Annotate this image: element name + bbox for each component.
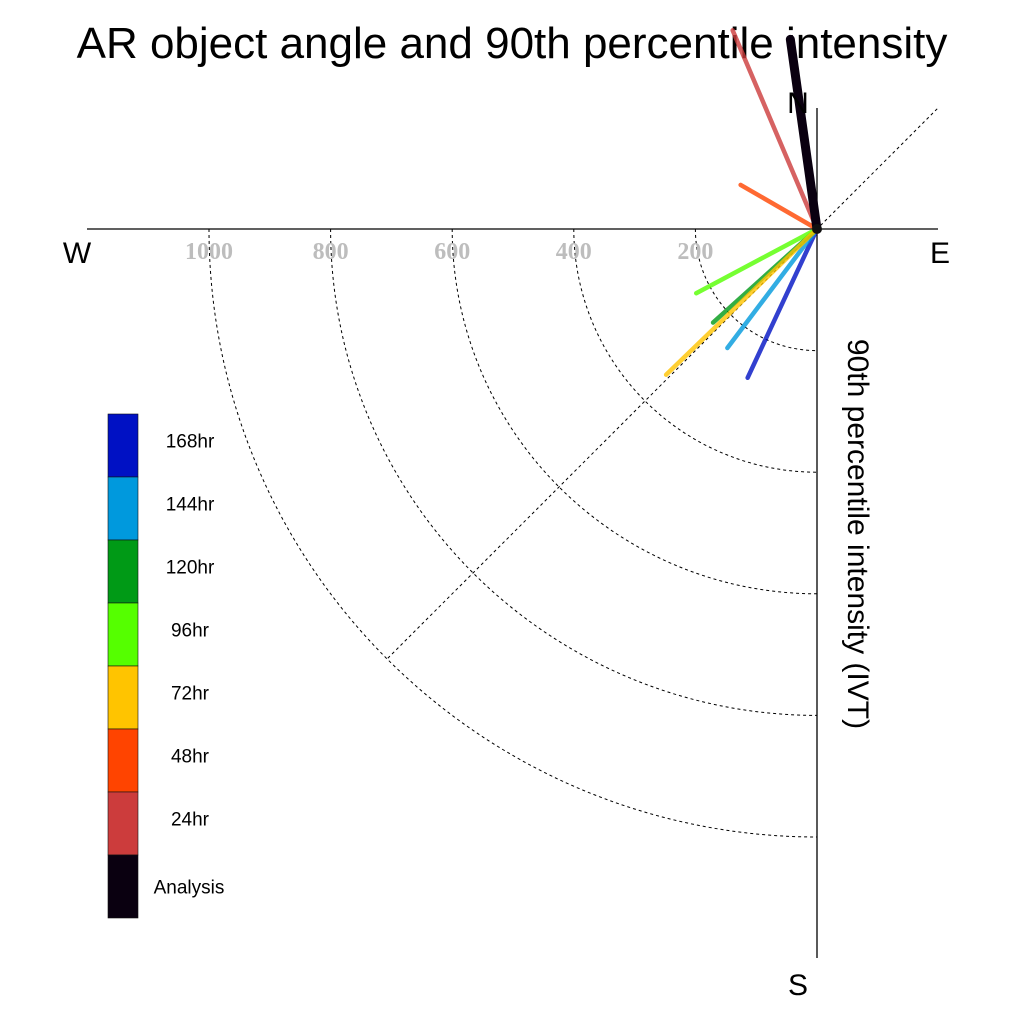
chart-title: AR object angle and 90th percentile inte…	[77, 19, 948, 68]
legend-swatch-96hr	[107, 602, 139, 667]
compass-west: W	[63, 237, 92, 270]
legend-label-analysis: Analysis	[154, 878, 225, 899]
legend-label-144hr: 144hr	[166, 495, 215, 516]
polar-grid	[87, 108, 938, 958]
legend-label-120hr: 120hr	[166, 558, 215, 579]
radial-tick-label: 800	[313, 239, 349, 265]
vector-96hr	[693, 226, 820, 296]
vector-analysis	[785, 34, 822, 234]
radial-ring	[573, 228, 818, 473]
compass-east: E	[930, 237, 950, 270]
legend: 168hr 144hr 120hr 96hr 72hr 48hr 24hr Analysis	[107, 413, 225, 919]
legend-label-96hr: 96hr	[171, 621, 210, 642]
vector-72hr	[663, 226, 820, 377]
legend-label-48hr: 48hr	[171, 747, 210, 768]
y-axis-label: 90th percentile intensity (IVT)	[841, 339, 874, 729]
diagonal-guide	[386, 108, 938, 660]
legend-label-72hr: 72hr	[171, 684, 210, 705]
radial-tick-label: 600	[434, 239, 470, 265]
legend-swatch-analysis	[107, 854, 139, 919]
radial-ring	[451, 228, 818, 595]
compass-south: S	[788, 969, 808, 1002]
radial-tick-label: 1000	[185, 239, 233, 265]
vector-48hr	[738, 182, 820, 232]
legend-swatch-72hr	[107, 665, 139, 730]
legend-swatch-144hr	[107, 476, 139, 541]
radial-tick-label: 200	[677, 239, 713, 265]
legend-swatch-24hr	[107, 791, 139, 856]
radial-ring	[694, 228, 818, 352]
legend-swatch-168hr	[107, 413, 139, 478]
vector-144hr	[725, 226, 820, 351]
legend-label-168hr: 168hr	[166, 432, 215, 453]
radial-tick-labels: 200 400 600 800 1000	[185, 239, 713, 265]
forecast-vectors	[663, 28, 822, 381]
origin-dot	[812, 224, 822, 234]
vector-168hr	[745, 226, 820, 381]
radial-ring	[208, 228, 818, 838]
radial-ring	[330, 228, 818, 716]
radial-tick-label: 400	[556, 239, 592, 265]
vector-24hr	[730, 28, 820, 232]
legend-swatch-120hr	[107, 539, 139, 604]
legend-swatch-48hr	[107, 728, 139, 793]
compass-north: N	[787, 87, 809, 120]
legend-label-24hr: 24hr	[171, 810, 210, 831]
